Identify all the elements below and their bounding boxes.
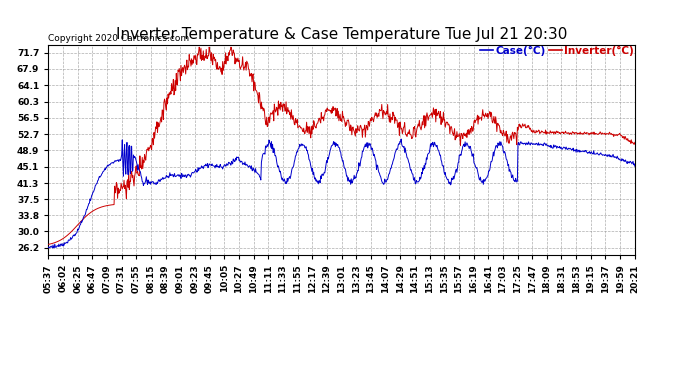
Title: Inverter Temperature & Case Temperature Tue Jul 21 20:30: Inverter Temperature & Case Temperature … (116, 27, 567, 42)
Legend: Case(°C), Inverter(°C): Case(°C), Inverter(°C) (480, 46, 633, 56)
Text: Copyright 2020 Cartronics.com: Copyright 2020 Cartronics.com (48, 34, 190, 43)
